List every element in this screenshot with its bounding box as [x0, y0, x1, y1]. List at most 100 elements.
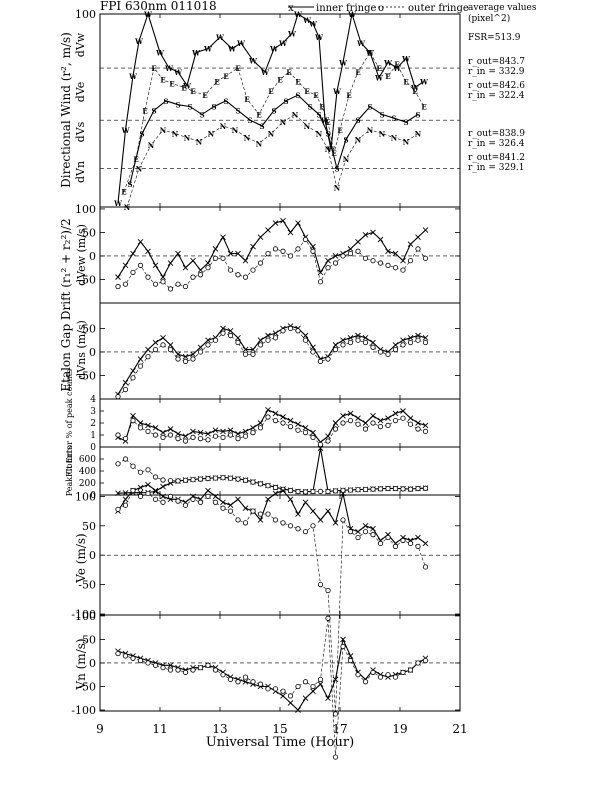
avg-values-unit: (pixel^2)	[468, 13, 510, 24]
wind-N-point-10: N	[244, 134, 251, 143]
vn-outer-point-6	[160, 665, 166, 671]
ve-outer-point-27	[317, 581, 324, 588]
dvns-inner-point-20	[265, 332, 271, 339]
dvns-inner-point-19	[257, 337, 264, 344]
wind-W-point-33: W	[401, 54, 410, 63]
ve-inner-point-16	[235, 496, 241, 503]
wind-S-point-22: S	[379, 110, 384, 119]
dvew-outer-point-36	[385, 262, 391, 268]
ve-inner-point-40	[415, 534, 421, 541]
ve-inner-point-19	[257, 517, 264, 523]
peak-counts-outer-point-31	[347, 487, 354, 493]
wind-E-point-18: E	[304, 87, 309, 96]
vn-outer-point-17	[242, 674, 249, 680]
dvew-outer-point-23	[287, 253, 294, 259]
wind-S-point-13: S	[283, 97, 288, 106]
wind-S-point-9: S	[235, 107, 240, 116]
dvns-outer-point-37	[392, 347, 399, 353]
ve-ytick-label-4: 100	[75, 490, 96, 503]
dvns-ylabel: dVns (m/s)	[75, 320, 88, 380]
dvew-outer-point-15	[227, 267, 234, 273]
r-out-e: r_out=842.6	[468, 81, 525, 91]
dvns-outer-point-32	[355, 337, 361, 343]
peak-counts-ylabel: Peak Counts	[65, 446, 74, 496]
vn-inner-point-22	[280, 693, 286, 699]
fit-error-outer-point-31	[347, 417, 354, 424]
ve-ytick-label-1: -50	[78, 579, 96, 592]
wind-S-line	[129, 94, 419, 184]
x-axis: Universal Time (Hour) 9 11 13 15 17 19 21	[96, 722, 467, 750]
dvew-inner-point-32	[355, 239, 361, 245]
wind-N-point-25: N	[415, 130, 422, 139]
dvns-inner-point-14	[220, 325, 226, 332]
dvew-inner-point-8	[175, 250, 181, 257]
fit-error-outer-point-37	[392, 417, 399, 424]
ve-inner-point-5	[152, 487, 159, 494]
vn-outer-point-28	[325, 615, 331, 621]
ve-outer-point-20	[265, 511, 271, 517]
wind-E-point-21: E	[325, 118, 330, 127]
label-dvn: dVn	[74, 161, 87, 183]
fit-error-outer-point-13	[212, 433, 219, 439]
dvew-outer-point-17	[242, 274, 249, 280]
fit-error-inner-point-13	[212, 427, 219, 434]
dvns-inner-point-31	[347, 335, 354, 341]
dvew-inner-point-6	[160, 274, 166, 280]
dvns-ytick-label-0: -50	[78, 369, 96, 382]
x-axis-label: Universal Time (Hour)	[206, 735, 354, 750]
dvew-inner-point-41	[422, 227, 429, 233]
fit-error-inner-point-36	[385, 415, 391, 422]
ve-outer-point-3	[137, 493, 144, 499]
x-tick-label-5: 19	[392, 722, 407, 736]
dvns-outer-point-26	[310, 349, 316, 355]
dvew-outer-point-29	[332, 260, 339, 266]
fit-error-outer-point-9	[182, 438, 189, 444]
directional-wind-ytick-label-100: 100	[75, 8, 96, 21]
vn-outer-point-34	[370, 669, 376, 675]
dvew-outer-point-39	[407, 258, 414, 264]
wind-N-line	[126, 114, 419, 208]
ve-inner-point-15	[227, 502, 234, 509]
ve-outer-point-15	[227, 508, 234, 514]
fit-error-inner-point-34	[370, 412, 376, 419]
peak-counts-outer-point-12	[205, 475, 211, 482]
dvew-outer-point-33	[362, 255, 369, 261]
ve-outer-point-24	[295, 526, 301, 532]
dvew-outer-point-37	[392, 265, 399, 271]
wind-W-point-18: W	[287, 29, 296, 38]
dvew-inner-point-35	[377, 236, 384, 243]
ve-outer-point-10	[190, 496, 196, 502]
dvew-outer-point-8	[175, 281, 181, 287]
dvew-inner-point-33	[362, 231, 369, 238]
peak-counts-outer-point-41	[422, 485, 429, 491]
wind-N-point-9: N	[232, 126, 239, 135]
ve-inner-point-1	[122, 496, 129, 503]
wind-E-point-26: E	[367, 49, 372, 58]
peak-counts-outer-point-7	[167, 477, 174, 484]
ve-outer-point-19	[257, 511, 264, 517]
dvew-inner-point-18	[250, 243, 256, 250]
peak-counts-outer-point-9	[182, 477, 189, 483]
wind-N-point-15: N	[304, 122, 311, 131]
dvns-inner-point-21	[272, 330, 279, 336]
fit-error-outer-point-33	[362, 426, 369, 432]
peak-counts-inner-point-1	[122, 490, 129, 496]
vn-outer-point-16	[235, 679, 241, 685]
dvew-inner-point-12	[205, 260, 211, 266]
wind-W-point-7: W	[173, 68, 182, 77]
peak-counts-outer-point-3	[137, 469, 144, 475]
vn-outer-point-4	[145, 660, 151, 666]
dvns-inner-point-2	[130, 367, 136, 374]
dvew-outer-point-4	[145, 274, 151, 280]
fit-error-inner-point-24	[295, 421, 301, 428]
wind-S-point-1: S	[139, 130, 144, 139]
ve-outer-point-23	[287, 523, 294, 529]
peak-counts-outer-point-8	[175, 478, 181, 484]
wind-N-point-17: N	[325, 145, 332, 154]
dvns-outer-point-34	[370, 344, 376, 350]
dvew-ytick-label-2: 50	[82, 226, 96, 239]
ve-inner-point-12	[205, 487, 211, 494]
peak-counts-outer-point-19	[257, 481, 264, 487]
wind-E-point-24: E	[346, 91, 351, 100]
vn-ytick-label-0: -100	[71, 704, 96, 717]
